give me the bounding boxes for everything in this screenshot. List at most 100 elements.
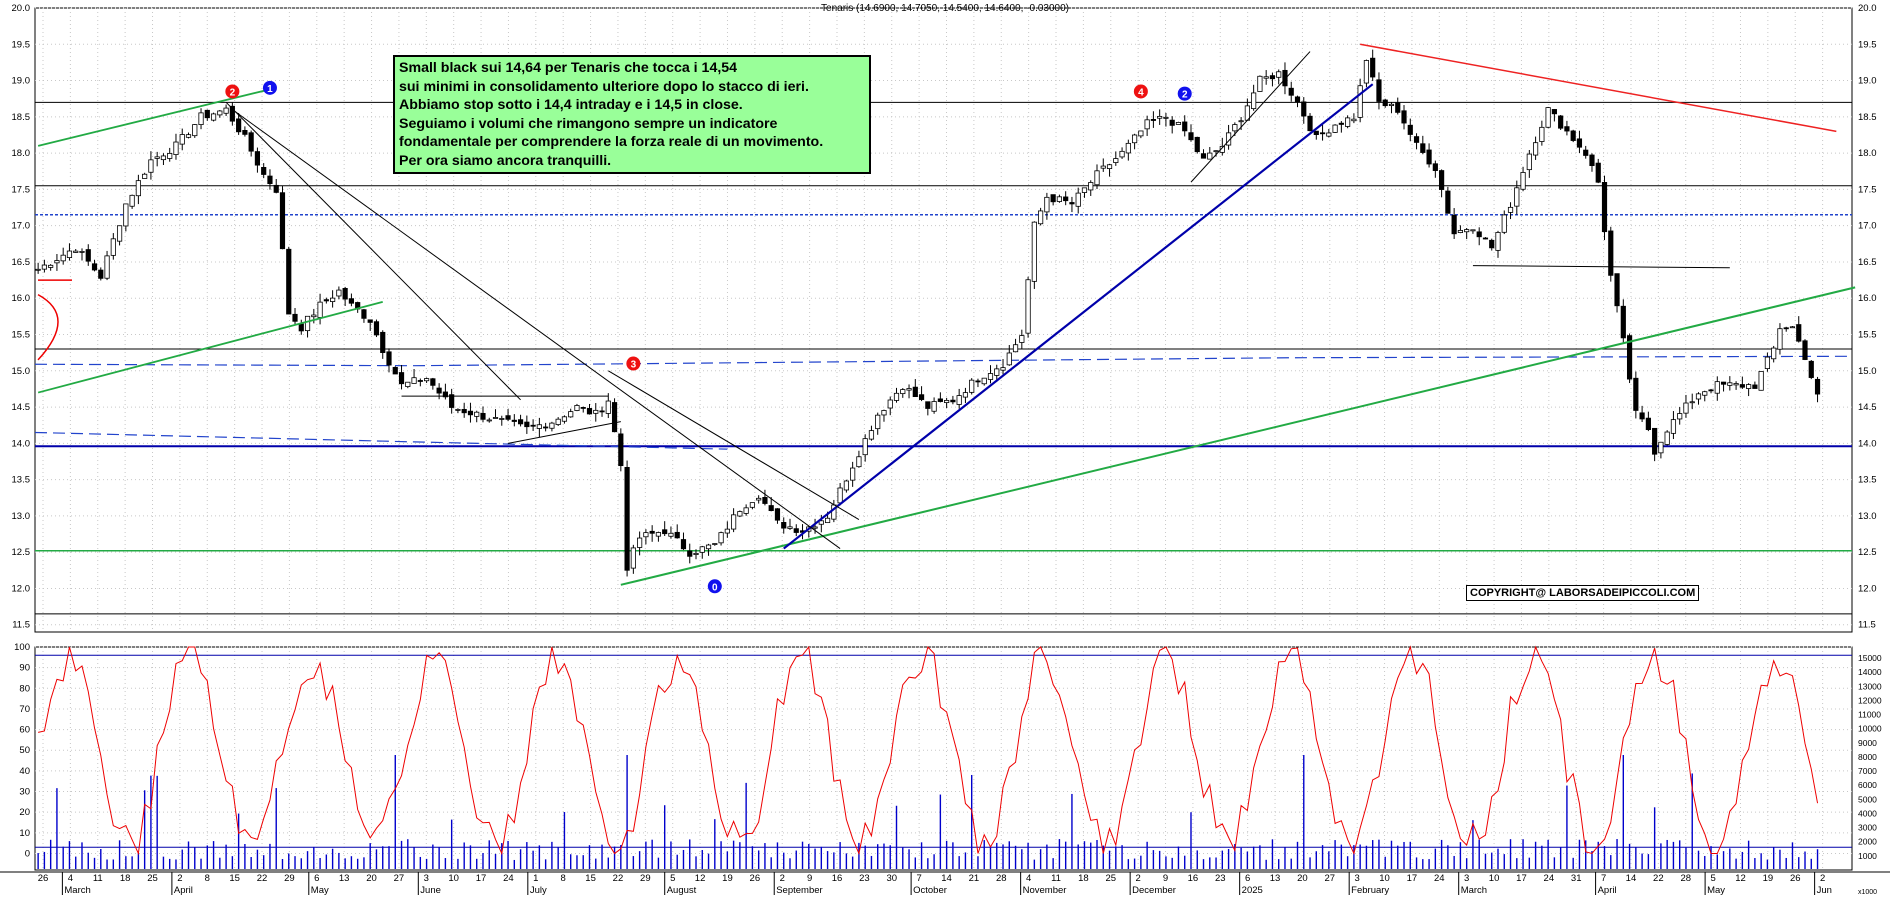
y-tick-label-left: 13.5 xyxy=(12,475,31,486)
candle-body xyxy=(405,381,411,387)
candle-body xyxy=(793,528,799,533)
month-label: March xyxy=(1461,885,1487,895)
candle-body xyxy=(749,502,755,508)
candle-body xyxy=(455,409,461,411)
candle-body xyxy=(643,532,649,538)
x-tick-label: 9 xyxy=(1163,873,1168,884)
black-trendline-long xyxy=(232,109,841,549)
x-tick-label: 10 xyxy=(1489,873,1500,884)
candle-body xyxy=(386,351,392,366)
candle-body xyxy=(1808,360,1814,378)
candle-body xyxy=(1476,231,1482,238)
wave-marker xyxy=(1177,86,1192,101)
osc-tick-label: 90 xyxy=(19,663,30,674)
osc-tick-label: 0 xyxy=(25,848,30,859)
candle-body xyxy=(687,550,693,557)
candle-body xyxy=(54,260,60,264)
annotation-box: Small black sui 14,64 per Tenaris che to… xyxy=(393,55,871,174)
candle-body xyxy=(850,467,856,481)
candle-body xyxy=(411,377,417,384)
wave-marker-label: 4 xyxy=(1138,87,1144,98)
candle-body xyxy=(1558,115,1564,129)
candle-body xyxy=(392,367,398,375)
x-tick-label: 23 xyxy=(859,873,870,884)
month-label: April xyxy=(174,885,193,895)
x-tick-label: 31 xyxy=(1571,873,1582,884)
candle-body xyxy=(229,105,235,122)
candle-body xyxy=(1282,69,1288,87)
candle-body xyxy=(486,419,492,422)
candle-body xyxy=(1269,75,1276,80)
x-tick-label: 20 xyxy=(1297,873,1308,884)
osc-tick-label: 100 xyxy=(14,642,30,653)
candle-body xyxy=(868,430,875,440)
candle-body xyxy=(1545,107,1551,128)
x-tick-label: 20 xyxy=(366,873,377,884)
candle-body xyxy=(1031,221,1037,282)
candle-body xyxy=(1714,381,1720,394)
x-tick-label: 26 xyxy=(1790,873,1801,884)
candle-body xyxy=(1338,122,1344,125)
candle-body xyxy=(599,410,605,413)
candle-body xyxy=(424,378,430,382)
x-tick-label: 8 xyxy=(205,873,210,884)
black-channel-line xyxy=(1190,51,1311,183)
volume-tick-label: 4000 xyxy=(1858,808,1877,818)
x-tick-label: 3 xyxy=(1355,873,1360,884)
candle-body xyxy=(1645,417,1651,431)
candle-body xyxy=(361,309,367,319)
candle-body xyxy=(116,225,123,242)
y-tick-label-right: 11.5 xyxy=(1858,620,1876,631)
candle-body xyxy=(467,410,474,416)
candle-body xyxy=(1326,132,1332,137)
osc-tick-label: 20 xyxy=(19,807,30,818)
candle-body xyxy=(774,508,781,521)
candle-body xyxy=(173,141,179,155)
x-tick-label: 13 xyxy=(339,873,350,884)
candle-body xyxy=(1614,273,1620,307)
candle-body xyxy=(1219,145,1225,153)
x-tick-label: 26 xyxy=(750,873,761,884)
candle-body xyxy=(342,287,348,300)
wave-marker-label: 3 xyxy=(631,360,637,371)
candle-body xyxy=(236,118,242,133)
y-tick-label-right: 16.0 xyxy=(1858,293,1877,304)
candle-body xyxy=(1044,196,1050,213)
y-tick-label-right: 14.0 xyxy=(1858,438,1877,449)
candle-body xyxy=(60,254,66,262)
candle-body xyxy=(586,408,593,415)
candle-body xyxy=(1507,206,1514,213)
chart-title: Tenaris (14.6900, 14.7050, 14.5400, 14.6… xyxy=(821,3,1069,14)
candle-body xyxy=(104,255,110,279)
candle-body xyxy=(593,409,599,414)
x-tick-label: 22 xyxy=(257,873,268,884)
x-tick-label: 15 xyxy=(229,873,240,884)
black-box-bottom xyxy=(507,421,621,444)
osc-tick-label: 40 xyxy=(19,766,30,777)
candle-body xyxy=(1764,356,1771,370)
candle-body xyxy=(380,331,386,353)
candle-body xyxy=(1601,181,1608,233)
annotation-line: sui minimi in consolidamento ulteriore d… xyxy=(399,78,809,95)
candle-body xyxy=(85,249,91,262)
candle-body xyxy=(261,166,267,175)
osc-tick-label: 10 xyxy=(19,828,30,839)
candle-body xyxy=(1426,149,1432,165)
candle-body xyxy=(148,159,154,173)
candle-body xyxy=(787,526,793,529)
candle-body xyxy=(543,426,549,429)
candle-body xyxy=(1106,164,1113,169)
candle-body xyxy=(1094,170,1100,186)
candle-body xyxy=(160,155,167,161)
candle-body xyxy=(1514,187,1520,207)
candle-body xyxy=(511,419,517,422)
x-tick-label: 14 xyxy=(941,873,952,884)
candle-body xyxy=(1407,124,1413,135)
candle-body xyxy=(1307,115,1313,132)
candle-body xyxy=(1150,119,1156,121)
candle-body xyxy=(756,497,762,501)
candle-body xyxy=(1019,335,1025,343)
candle-body xyxy=(699,546,705,553)
y-tick-label-left: 16.5 xyxy=(12,257,31,268)
dashed-level-line-2 xyxy=(34,431,728,450)
